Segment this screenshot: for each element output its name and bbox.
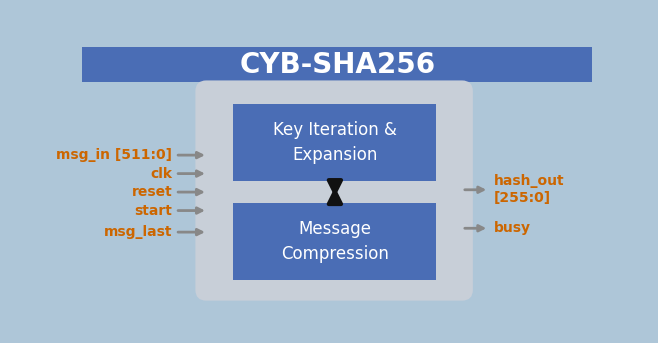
Text: busy: busy: [494, 221, 531, 235]
FancyBboxPatch shape: [234, 203, 436, 280]
Text: reset: reset: [132, 185, 172, 199]
FancyBboxPatch shape: [195, 80, 473, 301]
FancyBboxPatch shape: [234, 104, 436, 181]
Text: Message
Compression: Message Compression: [281, 220, 389, 263]
Text: msg_last: msg_last: [104, 225, 172, 239]
Text: msg_in [511:0]: msg_in [511:0]: [56, 148, 172, 162]
Text: hash_out
[255:0]: hash_out [255:0]: [494, 174, 565, 205]
Text: CYB-SHA256: CYB-SHA256: [239, 51, 436, 79]
Text: Key Iteration &
Expansion: Key Iteration & Expansion: [273, 121, 397, 164]
Text: clk: clk: [150, 167, 172, 181]
Text: start: start: [134, 203, 172, 217]
FancyBboxPatch shape: [82, 47, 592, 82]
